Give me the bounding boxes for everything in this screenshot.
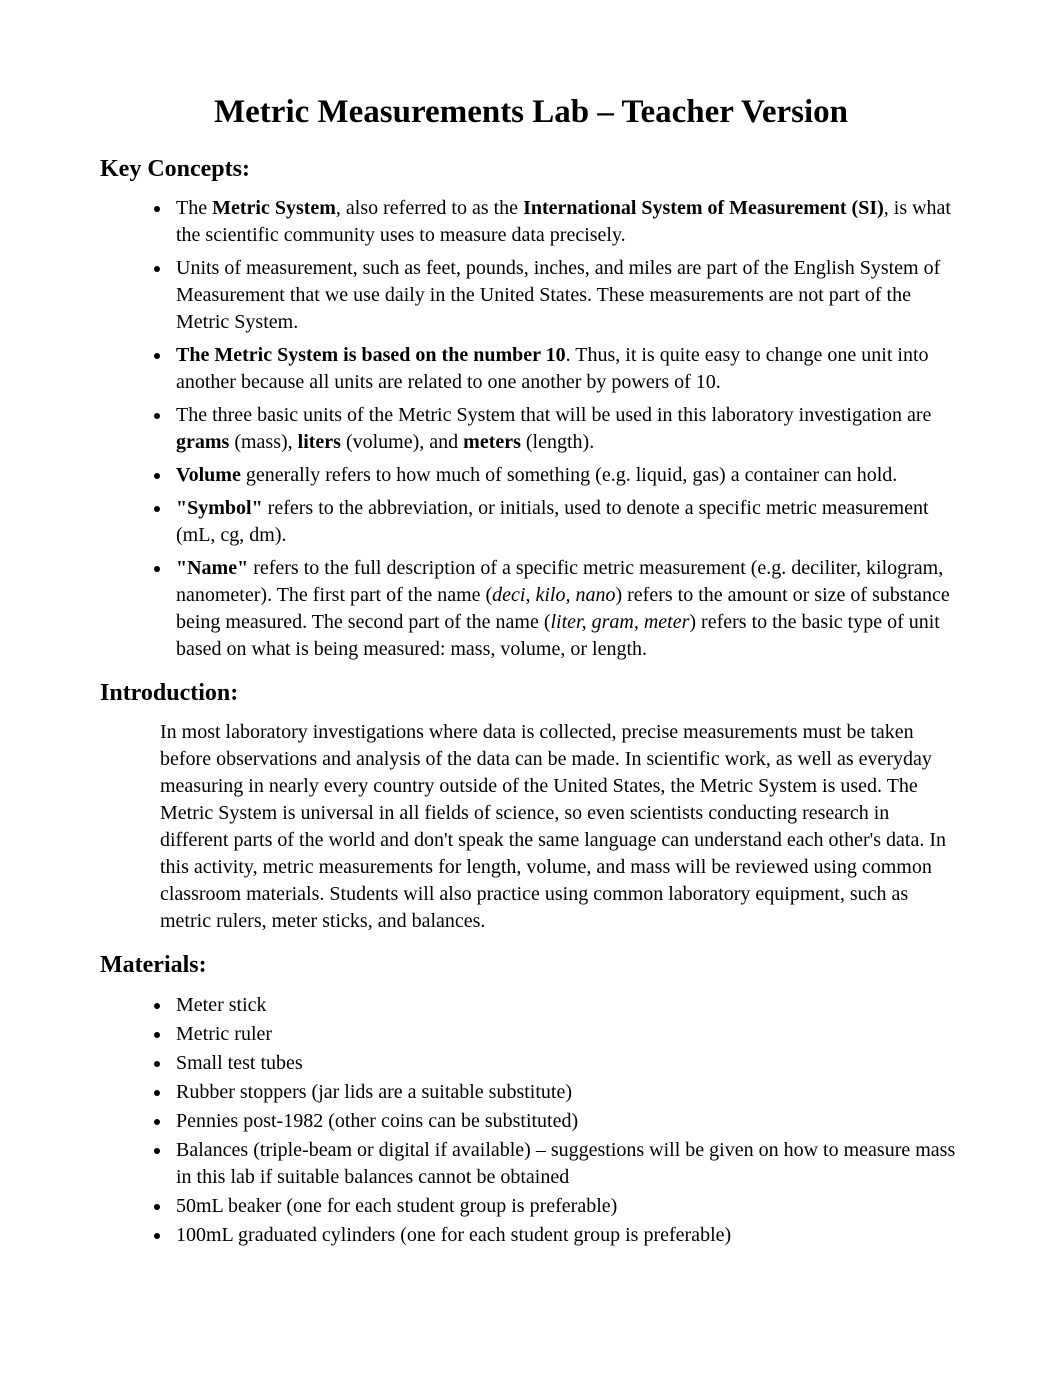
text-run: generally refers to how much of somethin… [241, 464, 897, 486]
key-concepts-list: The Metric System, also referred to as t… [100, 195, 962, 663]
materials-item: Balances (triple-beam or digital if avai… [172, 1137, 962, 1191]
text-run: "Name" [176, 557, 248, 579]
key-concepts-heading: Key Concepts: [100, 153, 962, 185]
text-run: liters [298, 431, 341, 453]
text-run: refers to the abbreviation, or initials,… [176, 497, 929, 546]
text-run: Units of measurement, such as feet, poun… [176, 257, 940, 333]
text-run: meters [463, 431, 521, 453]
text-run: Volume [176, 464, 241, 486]
introduction-heading: Introduction: [100, 677, 962, 709]
text-run: (volume), and [341, 431, 463, 453]
text-run: The three basic units of the Metric Syst… [176, 404, 931, 426]
introduction-paragraph: In most laboratory investigations where … [160, 719, 962, 935]
key-concept-item: The three basic units of the Metric Syst… [172, 402, 962, 456]
page-title: Metric Measurements Lab – Teacher Versio… [100, 90, 962, 135]
text-run: The Metric System is based on the number… [176, 344, 566, 366]
materials-item: Meter stick [172, 992, 962, 1019]
text-run: deci, kilo, nano [492, 584, 615, 606]
materials-item: Pennies post-1982 (other coins can be su… [172, 1108, 962, 1135]
text-run: Metric System [212, 197, 336, 219]
key-concept-item: Volume generally refers to how much of s… [172, 462, 962, 489]
text-run: "Symbol" [176, 497, 263, 519]
text-run: (mass), [229, 431, 297, 453]
text-run: grams [176, 431, 229, 453]
materials-list: Meter stickMetric rulerSmall test tubesR… [100, 992, 962, 1249]
text-run: , also referred to as the [336, 197, 523, 219]
text-run: liter, gram, meter [551, 611, 690, 633]
text-run: International System of Measurement (SI) [523, 197, 884, 219]
materials-heading: Materials: [100, 949, 962, 981]
materials-item: Rubber stoppers (jar lids are a suitable… [172, 1079, 962, 1106]
materials-item: Small test tubes [172, 1050, 962, 1077]
materials-item: 100mL graduated cylinders (one for each … [172, 1222, 962, 1249]
key-concept-item: "Symbol" refers to the abbreviation, or … [172, 495, 962, 549]
key-concept-item: "Name" refers to the full description of… [172, 555, 962, 663]
key-concept-item: The Metric System is based on the number… [172, 342, 962, 396]
materials-item: 50mL beaker (one for each student group … [172, 1193, 962, 1220]
text-run: The [176, 197, 212, 219]
text-run: (length). [521, 431, 594, 453]
key-concept-item: The Metric System, also referred to as t… [172, 195, 962, 249]
key-concept-item: Units of measurement, such as feet, poun… [172, 255, 962, 336]
materials-item: Metric ruler [172, 1021, 962, 1048]
